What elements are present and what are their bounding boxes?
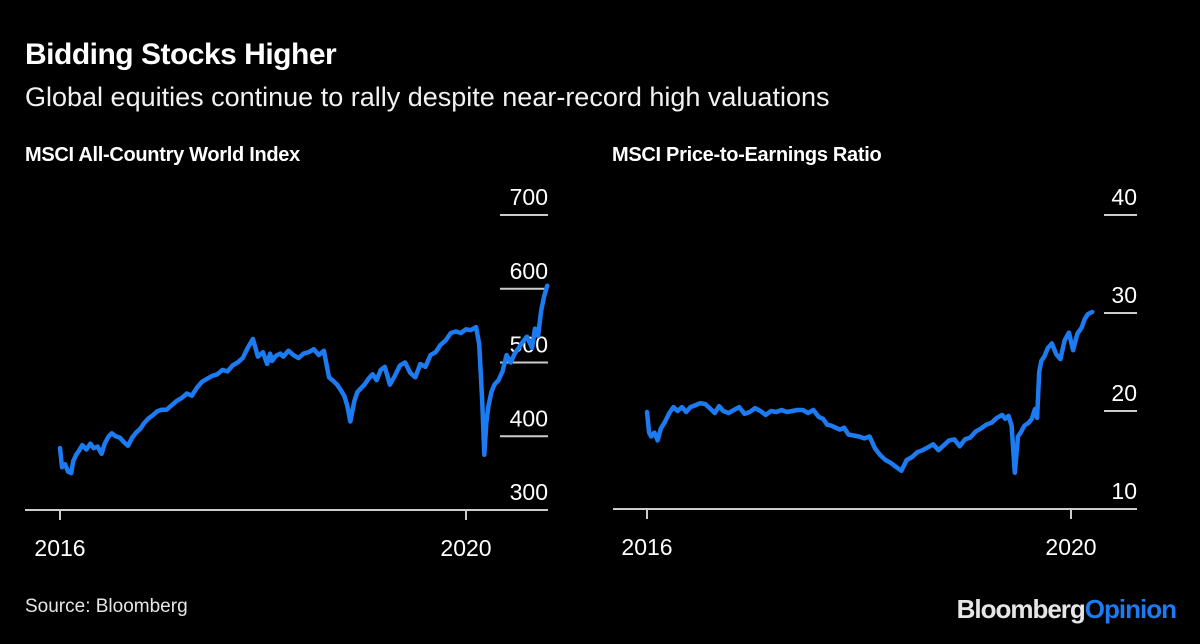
left-y-tick-label: 700 <box>510 184 548 210</box>
right-y-tick-label: 10 <box>1111 478 1137 504</box>
left-panel-title: MSCI All-Country World Index <box>25 144 300 166</box>
left-series-line <box>57 283 550 476</box>
left-x-tick-label: 2016 <box>34 535 85 561</box>
left-x-tick-label: 2020 <box>440 535 491 561</box>
chart-subtitle: Global equities continue to rally despit… <box>25 82 830 112</box>
brand-logo-opinion: Opinion <box>1084 594 1177 624</box>
brand-logo: BloombergOpinion <box>956 594 1177 625</box>
brand-logo-bloomberg: Bloomberg <box>956 594 1086 624</box>
right-panel-title: MSCI Price-to-Earnings Ratio <box>612 144 882 166</box>
left-y-tick-label: 300 <box>510 479 548 505</box>
right-series-line <box>644 309 1095 475</box>
right-x-tick-label: 2020 <box>1045 534 1096 560</box>
right-x-tick-label: 2016 <box>621 534 672 560</box>
source-note: Source: Bloomberg <box>25 596 188 617</box>
left-y-tick-label: 400 <box>510 405 548 431</box>
right-y-tick-label: 20 <box>1111 380 1137 406</box>
left-y-tick-label: 600 <box>510 258 548 284</box>
chart-title: Bidding Stocks Higher <box>25 38 337 71</box>
right-y-tick-label: 40 <box>1111 184 1137 210</box>
right-y-tick-label: 30 <box>1111 282 1137 308</box>
